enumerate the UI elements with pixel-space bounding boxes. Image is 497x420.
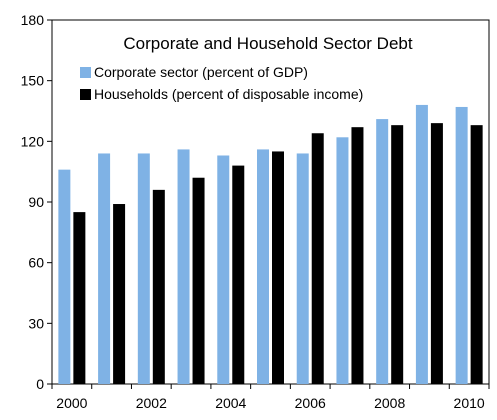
legend: Corporate sector (percent of GDP) Househ…: [80, 64, 363, 102]
y-tick-label: 60: [28, 255, 44, 271]
y-tick-label: 150: [21, 73, 45, 89]
bar-households-2001: [113, 204, 126, 384]
bar-households-2010: [470, 125, 483, 385]
bar-corporate-2000: [58, 169, 71, 384]
x-axis: 2000 2002 2004 2006 2008 2010: [51, 384, 490, 411]
bar-corporate-2007: [336, 137, 349, 384]
legend-swatch-households: [80, 89, 91, 100]
x-tick-label: 2010: [454, 395, 485, 411]
bar-corporate-2003: [177, 149, 190, 384]
y-tick-label: 0: [36, 376, 44, 392]
bar-households-2000: [73, 212, 86, 384]
legend-label-corporate: Corporate sector (percent of GDP): [94, 64, 308, 80]
x-tick-label: 2000: [56, 395, 87, 411]
y-tick-label: 90: [28, 194, 44, 210]
bar-corporate-2009: [415, 104, 428, 384]
x-tick-label: 2002: [136, 395, 167, 411]
bar-corporate-2008: [376, 119, 389, 384]
bar-corporate-2002: [137, 153, 150, 384]
bar-households-2003: [192, 177, 205, 384]
bar-corporate-2006: [296, 153, 309, 384]
y-axis: 0 30 60 90 120 150 180: [21, 12, 52, 392]
bar-households-2009: [430, 123, 443, 384]
y-tick-label: 120: [21, 133, 45, 149]
bar-households-2002: [152, 189, 165, 384]
x-tick-label: 2008: [374, 395, 405, 411]
bar-corporate-2005: [257, 149, 269, 384]
x-tick-label: 2004: [215, 395, 246, 411]
bar-corporate-2010: [455, 106, 468, 384]
bars-layer: [58, 104, 483, 385]
bar-corporate-2004: [217, 155, 230, 384]
y-tick-label: 30: [28, 315, 44, 331]
bar-corporate-2001: [98, 153, 111, 384]
bar-households-2008: [391, 125, 404, 385]
legend-label-households: Households (percent of disposable income…: [94, 86, 363, 102]
bar-households-2005: [272, 151, 284, 384]
y-tick-label: 180: [21, 12, 45, 28]
legend-swatch-corporate: [80, 67, 91, 78]
bar-households-2006: [311, 133, 324, 384]
bar-households-2007: [351, 127, 364, 384]
chart-title: Corporate and Household Sector Debt: [123, 34, 412, 53]
x-tick-label: 2006: [295, 395, 326, 411]
bar-households-2004: [232, 165, 245, 384]
